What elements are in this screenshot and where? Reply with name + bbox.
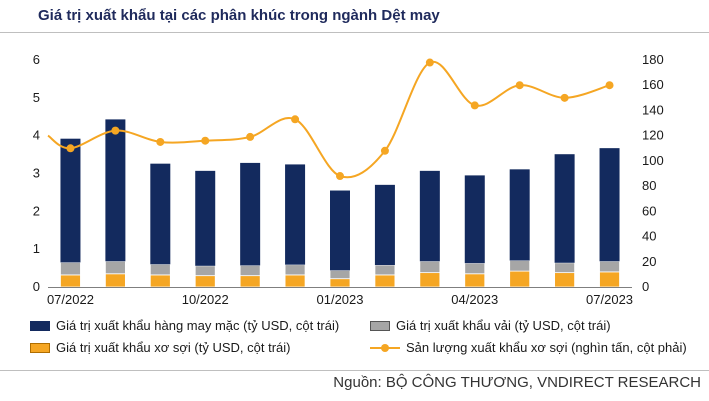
bar-garment — [105, 119, 126, 262]
bar-yarn — [194, 275, 216, 288]
bar-fabric — [239, 265, 261, 277]
bar-yarn — [374, 274, 396, 288]
point-yarn-volume — [380, 146, 389, 155]
bar-yarn — [464, 273, 486, 288]
y-left-tick-label: 4 — [33, 128, 40, 143]
bar-fabric — [419, 260, 441, 274]
point-yarn-volume — [201, 136, 210, 145]
bar-fabric — [60, 262, 81, 276]
bar-garment — [285, 164, 306, 265]
bar-yarn — [60, 274, 81, 288]
bar-fabric — [554, 262, 576, 274]
bar-garment — [599, 148, 620, 262]
top-divider — [0, 32, 709, 33]
point-yarn-volume — [66, 144, 75, 153]
y-right-tick-label: 180 — [642, 52, 664, 67]
bar-garment — [195, 170, 216, 266]
point-yarn-volume — [560, 93, 569, 102]
x-tick-label: 10/2022 — [182, 292, 229, 307]
point-yarn-volume — [156, 137, 165, 146]
bar-yarn — [284, 274, 306, 288]
bar-fabric — [464, 262, 486, 275]
y-right-tick-label: 160 — [642, 77, 664, 92]
bar-fabric — [104, 260, 126, 275]
bar-garment — [464, 175, 485, 264]
chart-title: Giá trị xuất khẩu tại các phân khúc tron… — [38, 7, 440, 24]
legend-item-fabric: Giá trị xuất khẩu vải (tỷ USD, cột trái) — [370, 318, 611, 333]
y-left-tick-label: 6 — [33, 52, 40, 67]
bar-garment — [419, 170, 440, 262]
y-right-tick-label: 80 — [642, 178, 656, 193]
bar-fabric — [374, 264, 396, 276]
bar-fabric — [284, 264, 306, 276]
y-left-tick-label: 1 — [33, 241, 40, 256]
bar-garment — [374, 184, 395, 266]
bar-yarn — [554, 272, 576, 288]
bar-yarn — [509, 270, 531, 288]
source-note: Nguồn: BỘ CÔNG THƯƠNG, VNDIRECT RESEARCH — [333, 374, 701, 391]
x-tick-label: 07/2022 — [47, 292, 94, 307]
legend-label-yarn-volume: Sản lượng xuất khẩu xơ sợi (nghìn tấn, c… — [406, 340, 687, 355]
line-yarn-volume — [47, 60, 610, 179]
bar-garment — [509, 169, 530, 261]
bar-fabric — [509, 260, 531, 272]
y-right-tick-label: 140 — [642, 102, 664, 117]
bar-yarn — [149, 274, 171, 288]
y-right-tick-label: 0 — [642, 279, 649, 294]
y-right-tick-label: 100 — [642, 153, 664, 168]
y-left-tick-label: 3 — [33, 166, 40, 181]
x-tick-label: 01/2023 — [317, 292, 364, 307]
bar-garment — [150, 163, 171, 265]
legend-item-garment: Giá trị xuất khẩu hàng may mặc (tỷ USD, … — [30, 318, 339, 333]
point-yarn-volume — [291, 115, 300, 124]
bar-fabric — [149, 263, 171, 276]
bar-yarn — [599, 271, 620, 288]
y-left-tick-label: 5 — [33, 90, 40, 105]
bar-garment — [240, 162, 261, 266]
point-yarn-volume — [605, 81, 614, 90]
x-tick-label: 07/2023 — [586, 292, 633, 307]
bar-fabric — [194, 265, 216, 277]
point-yarn-volume — [246, 132, 255, 141]
legend-item-yarn-volume: Sản lượng xuất khẩu xơ sợi (nghìn tấn, c… — [370, 340, 687, 355]
garment-swatch — [30, 320, 50, 331]
legend-label-yarn: Giá trị xuất khẩu xơ sợi (tỷ USD, cột tr… — [56, 340, 291, 355]
yarn-swatch — [30, 342, 50, 353]
bar-yarn — [104, 273, 126, 288]
x-tick-label: 04/2023 — [451, 292, 498, 307]
bar-garment — [60, 138, 81, 263]
bottom-divider — [0, 370, 709, 371]
point-yarn-volume — [111, 126, 120, 135]
fabric-swatch — [370, 320, 390, 331]
point-yarn-volume — [336, 172, 344, 181]
y-left-tick-label: 0 — [33, 279, 40, 294]
bar-yarn — [329, 278, 351, 288]
bar-yarn — [419, 272, 441, 288]
legend-label-garment: Giá trị xuất khẩu hàng may mặc (tỷ USD, … — [56, 318, 340, 333]
yarn-volume-swatch — [370, 342, 400, 354]
legend-item-yarn: Giá trị xuất khẩu xơ sợi (tỷ USD, cột tr… — [30, 340, 291, 355]
y-right-tick-label: 60 — [642, 203, 656, 218]
point-yarn-volume — [470, 101, 479, 110]
legend-label-fabric: Giá trị xuất khẩu vải (tỷ USD, cột trái) — [396, 318, 611, 333]
bar-garment — [554, 154, 575, 263]
bar-fabric — [329, 269, 351, 280]
y-right-tick-label: 40 — [642, 229, 656, 244]
y-right-tick-label: 20 — [642, 254, 656, 269]
point-yarn-volume — [425, 58, 434, 67]
point-yarn-volume — [515, 81, 524, 90]
y-left-tick-label: 2 — [33, 203, 40, 218]
bar-yarn — [239, 275, 261, 288]
y-right-tick-label: 120 — [642, 128, 664, 143]
bar-garment — [330, 190, 350, 271]
bar-fabric — [599, 260, 620, 273]
